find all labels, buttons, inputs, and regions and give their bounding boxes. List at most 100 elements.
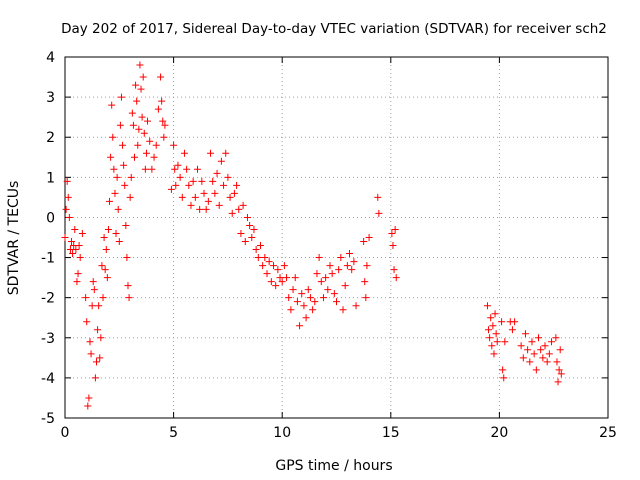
data-point	[75, 242, 83, 250]
data-point	[365, 234, 373, 241]
data-point	[543, 358, 551, 366]
x-tick-label: 10	[273, 425, 291, 441]
data-point	[352, 302, 360, 310]
data-point	[555, 366, 563, 374]
data-point	[552, 334, 560, 342]
data-point	[74, 270, 82, 278]
data-point	[124, 282, 132, 290]
x-tick-label: 25	[599, 425, 617, 441]
data-point	[82, 294, 90, 302]
data-point	[341, 282, 349, 290]
data-point	[492, 330, 500, 338]
data-point	[100, 234, 108, 241]
data-point	[361, 278, 369, 286]
data-point	[98, 262, 106, 270]
data-point	[259, 262, 267, 270]
data-point	[159, 117, 167, 125]
data-point	[326, 262, 334, 270]
data-point	[161, 121, 169, 129]
data-point	[545, 350, 553, 358]
y-tick-label: -1	[41, 251, 55, 267]
data-point	[300, 302, 308, 310]
data-point	[499, 366, 507, 374]
data-point	[553, 358, 561, 366]
data-point	[237, 229, 245, 237]
data-point	[483, 302, 491, 310]
data-point	[489, 322, 497, 330]
data-point	[285, 294, 293, 302]
data-point	[200, 189, 208, 197]
data-point	[511, 318, 519, 326]
data-point	[322, 274, 330, 282]
data-point	[136, 61, 144, 69]
data-point	[360, 238, 368, 246]
data-point	[140, 129, 148, 137]
data-point	[541, 342, 549, 350]
data-point	[233, 181, 241, 189]
data-point	[146, 137, 154, 145]
data-point	[176, 173, 184, 181]
data-point	[491, 310, 499, 318]
data-point	[348, 266, 356, 274]
data-point	[160, 133, 168, 141]
data-point	[306, 294, 314, 302]
data-point	[109, 133, 117, 141]
data-point	[125, 294, 133, 302]
data-point	[362, 294, 370, 302]
data-point	[84, 402, 92, 410]
data-point	[113, 173, 121, 181]
data-point	[189, 177, 197, 185]
data-point	[248, 234, 256, 241]
y-tick-label: 4	[46, 50, 55, 66]
data-point	[490, 350, 498, 358]
data-point	[485, 326, 493, 334]
data-point	[69, 250, 77, 258]
data-point	[486, 334, 494, 342]
data-point	[94, 326, 102, 334]
data-point	[250, 225, 258, 233]
data-point	[261, 254, 269, 262]
data-point	[319, 294, 327, 302]
data-point	[111, 189, 119, 197]
data-point	[62, 205, 70, 213]
x-tick-label: 0	[61, 425, 70, 441]
data-point	[211, 189, 219, 197]
data-point	[267, 278, 275, 286]
data-point	[388, 229, 396, 237]
data-point	[532, 366, 540, 374]
data-point	[276, 274, 284, 282]
data-point	[375, 209, 383, 217]
data-point	[524, 346, 532, 354]
data-point	[337, 254, 345, 262]
data-point	[174, 161, 182, 169]
grid-lines	[65, 57, 608, 418]
data-point	[498, 318, 506, 326]
data-point	[287, 306, 295, 314]
y-tick-label: 3	[46, 90, 55, 106]
y-tick-label: -2	[41, 291, 55, 307]
data-point	[120, 161, 128, 169]
data-point	[374, 193, 382, 201]
data-point	[108, 101, 116, 109]
data-point	[209, 177, 217, 185]
data-point	[207, 149, 215, 157]
data-point	[335, 266, 343, 274]
data-point	[107, 153, 115, 161]
data-point	[172, 181, 180, 189]
data-point	[138, 113, 146, 121]
data-point	[86, 338, 94, 346]
data-point	[144, 117, 152, 125]
data-point	[390, 266, 398, 274]
data-point	[123, 254, 131, 262]
data-point	[191, 193, 199, 201]
data-point	[72, 246, 80, 254]
data-point	[96, 354, 104, 362]
data-point	[97, 334, 105, 342]
data-point	[280, 262, 288, 270]
data-point	[87, 350, 95, 358]
data-point	[293, 298, 301, 306]
data-point	[76, 254, 84, 262]
data-point	[215, 201, 223, 209]
data-point	[99, 294, 107, 302]
